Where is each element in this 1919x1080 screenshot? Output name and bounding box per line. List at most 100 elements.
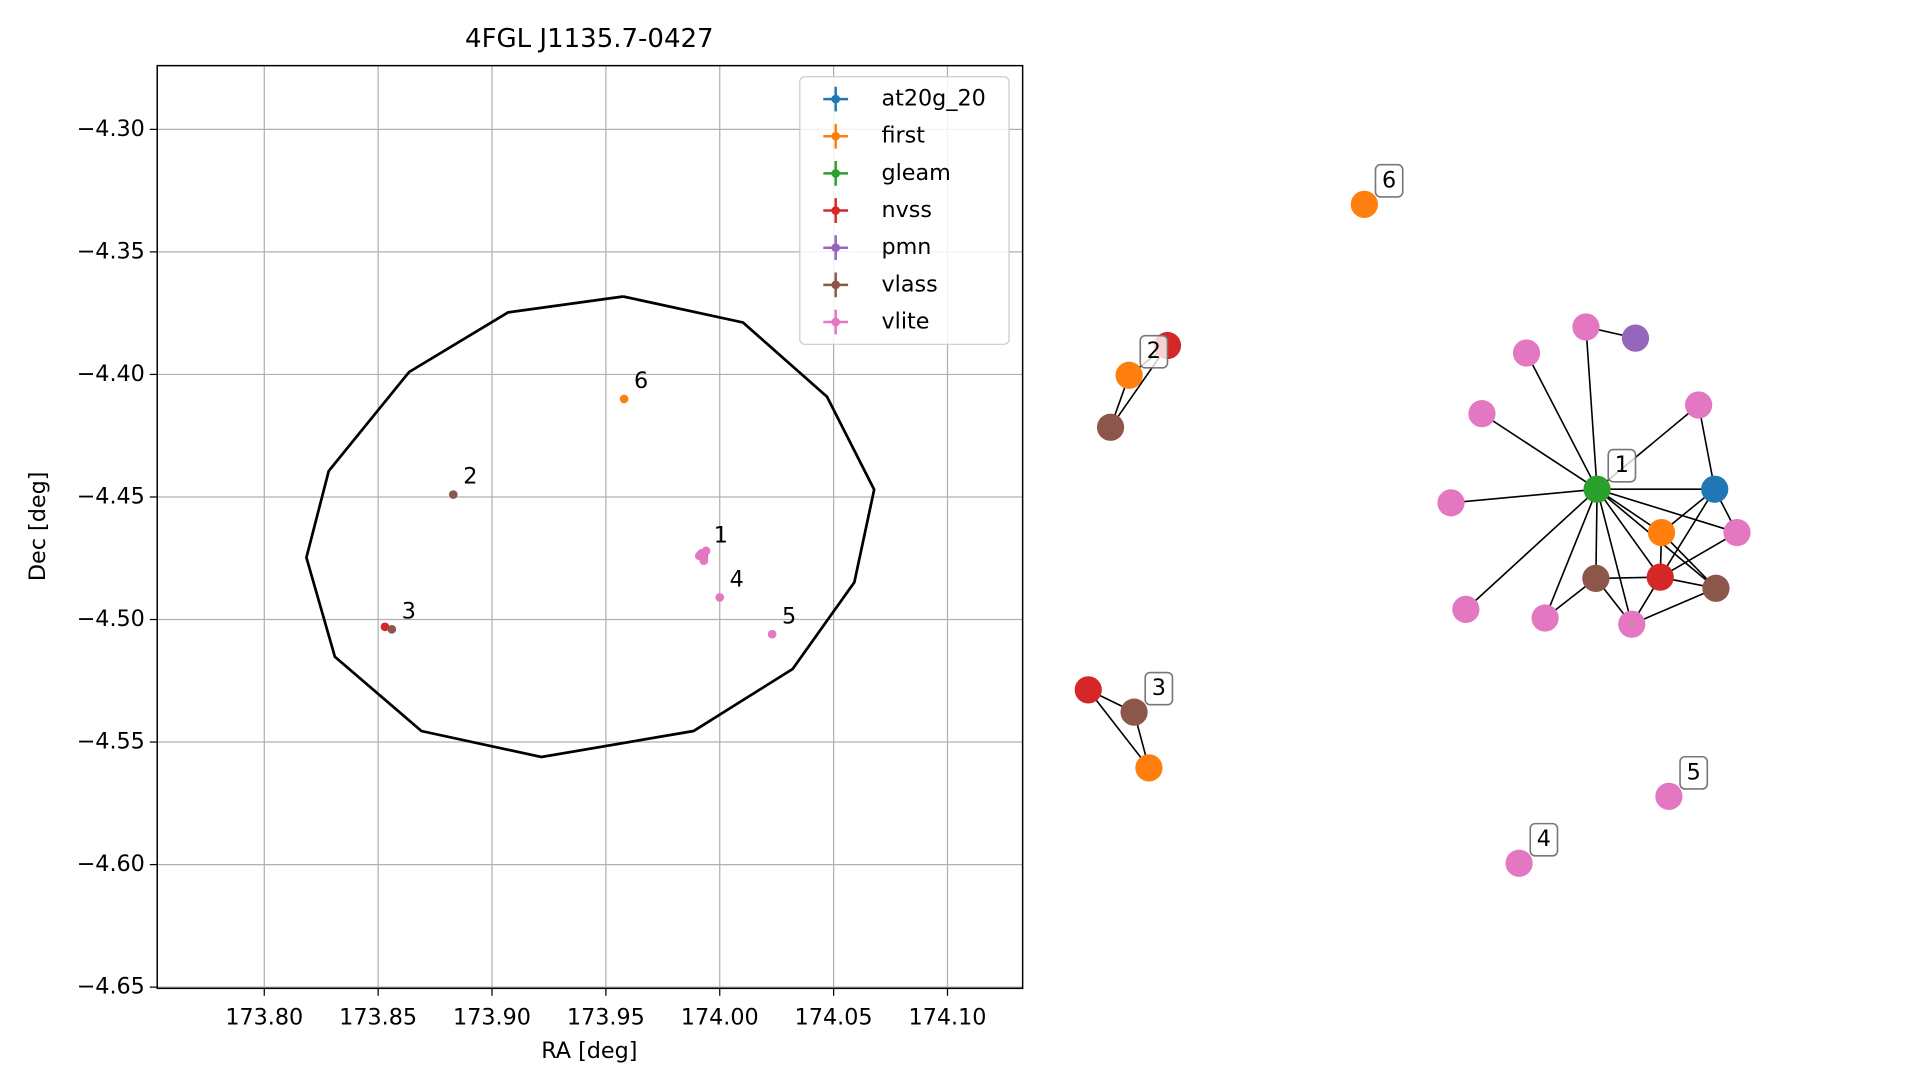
edge (1087, 689, 1150, 769)
legend-marker (831, 206, 841, 215)
legend-label: at20g_20 (882, 86, 986, 112)
node (1618, 610, 1646, 638)
edge (1585, 326, 1598, 490)
x-tick-label: 174.10 (909, 1005, 987, 1031)
x-tick-label: 173.95 (567, 1005, 645, 1031)
point (619, 394, 629, 404)
legend-label: gleam (882, 160, 951, 186)
y-tick-label: −4.40 (77, 361, 145, 387)
y-tick-label: −4.30 (77, 116, 145, 142)
node (1583, 475, 1611, 503)
legend-label: pmn (882, 234, 932, 260)
point (448, 490, 458, 499)
edge (1525, 352, 1598, 490)
node (1452, 595, 1480, 623)
annotation: 3 (402, 598, 416, 624)
node (1582, 564, 1610, 593)
annotation: 1 (714, 522, 728, 548)
node (1647, 518, 1676, 547)
legend-marker (831, 169, 841, 178)
point (701, 546, 711, 556)
node (1655, 782, 1683, 810)
point (699, 553, 709, 563)
x-tick-label: 173.90 (453, 1005, 531, 1031)
node (1685, 391, 1713, 419)
edge (1450, 488, 1598, 504)
edge (1596, 488, 1661, 578)
node (1350, 190, 1378, 218)
y-tick-label: −4.65 (77, 974, 145, 1000)
legend-label: vlite (882, 309, 930, 335)
x-tick-label: 173.80 (225, 1005, 303, 1031)
x-tick-label: 174.00 (681, 1005, 759, 1031)
edge (1697, 404, 1716, 490)
node (1531, 604, 1559, 632)
node (1723, 518, 1751, 547)
legend-label: vlass (882, 271, 938, 297)
node (1437, 489, 1465, 517)
node (1505, 849, 1533, 877)
node-label: 4 (1537, 826, 1551, 852)
y-tick-label: −4.60 (77, 851, 145, 877)
annotation: 2 (463, 464, 477, 490)
node (1074, 676, 1102, 704)
node-label-box (1374, 163, 1404, 198)
legend-label: nvss (882, 197, 932, 223)
point (380, 622, 390, 632)
node-label: 5 (1687, 759, 1701, 785)
y-tick-label: −4.35 (77, 238, 145, 264)
node (1096, 413, 1125, 441)
plot-frame (156, 64, 1024, 990)
error-ellipse (304, 295, 876, 759)
annotation: 5 (782, 603, 796, 629)
x-tick-label: 174.05 (795, 1005, 873, 1031)
node (1646, 563, 1674, 591)
node-label: 2 (1147, 338, 1161, 364)
chart-title: 4FGL J1135.7-0427 (465, 24, 714, 54)
node-label: 3 (1152, 675, 1166, 701)
edge (1465, 488, 1598, 610)
node (1701, 475, 1729, 503)
node (1120, 698, 1148, 726)
point (715, 593, 725, 602)
legend-marker (831, 131, 841, 141)
x-axis-label: RA [deg] (541, 1038, 637, 1064)
y-axis-label: Dec [deg] (25, 472, 51, 582)
node-label-box (1139, 334, 1169, 369)
legend-marker (831, 317, 841, 327)
point (767, 629, 777, 639)
node-label: 6 (1382, 167, 1396, 193)
node-label-box (1144, 671, 1174, 706)
node (1572, 313, 1600, 341)
legend-box (799, 76, 1010, 345)
annotation: 6 (634, 368, 648, 394)
y-tick-label: −4.55 (77, 729, 145, 755)
node (1621, 324, 1650, 352)
node-label-box (1529, 822, 1559, 857)
annotation: 4 (730, 567, 744, 593)
node (1468, 400, 1496, 428)
y-tick-label: −4.50 (77, 606, 145, 632)
node-label-box (1679, 755, 1709, 790)
node-label: 1 (1615, 452, 1629, 478)
x-tick-label: 173.85 (339, 1005, 417, 1031)
edge (1659, 488, 1716, 578)
point (387, 624, 397, 634)
node (1702, 574, 1730, 602)
node-label-box (1607, 448, 1637, 483)
legend-label: first (882, 123, 926, 149)
edge (1481, 412, 1598, 490)
edge (1595, 489, 1598, 579)
y-tick-label: −4.45 (77, 483, 145, 509)
edge (1596, 488, 1738, 534)
edge (1596, 489, 1633, 625)
edge (1544, 488, 1598, 619)
legend-marker (831, 243, 841, 253)
node (1115, 361, 1143, 389)
edge (1659, 531, 1738, 578)
legend-marker (831, 280, 841, 290)
edge (1631, 587, 1717, 625)
